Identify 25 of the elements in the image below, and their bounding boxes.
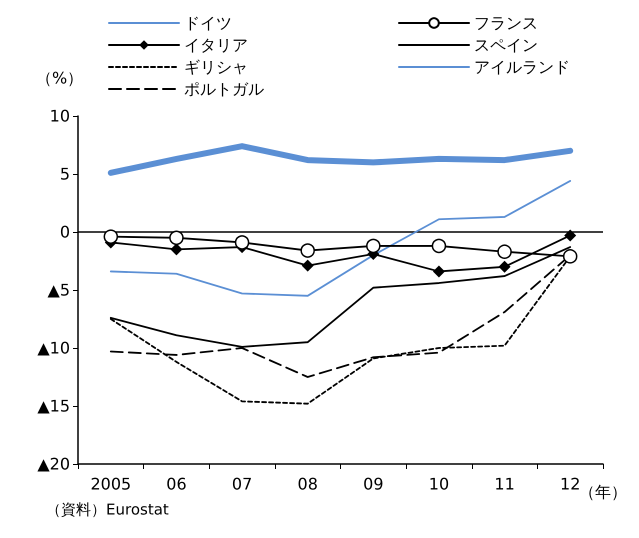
legend-label: ポルトガル [184,80,264,98]
y-tick-label: ▲20 [37,454,70,474]
y-tick-label: 10 [50,106,70,126]
y-tick-label: ▲5 [48,280,70,300]
text: （資料）Eurostat [46,500,169,518]
x-tick-label: 07 [232,474,252,494]
x-axis-title: （年） [579,482,627,502]
x-tick-label: 11 [494,474,515,494]
legend-label: フランス [474,14,538,32]
y-tick-label: 5 [60,164,70,184]
x-tick-label: 08 [298,474,318,494]
y-axis-title: （%） [36,68,84,88]
y-tick-label: ▲10 [37,338,70,358]
x-tick-label: 12 [560,474,580,494]
legend-label: ドイツ [184,14,232,32]
legend-label: アイルランド [474,58,570,76]
y-tick-label: 0 [60,222,70,242]
x-tick-label: 09 [363,474,384,494]
x-tick-label: 10 [428,474,450,494]
legend-label: スペイン [474,36,538,54]
x-tick-label: 06 [166,474,187,494]
legend-label: ギリシャ [184,58,248,76]
legend-label: イタリア [184,36,248,54]
y-tick-label: ▲15 [37,396,70,416]
x-tick-label: 2005 [90,474,132,494]
